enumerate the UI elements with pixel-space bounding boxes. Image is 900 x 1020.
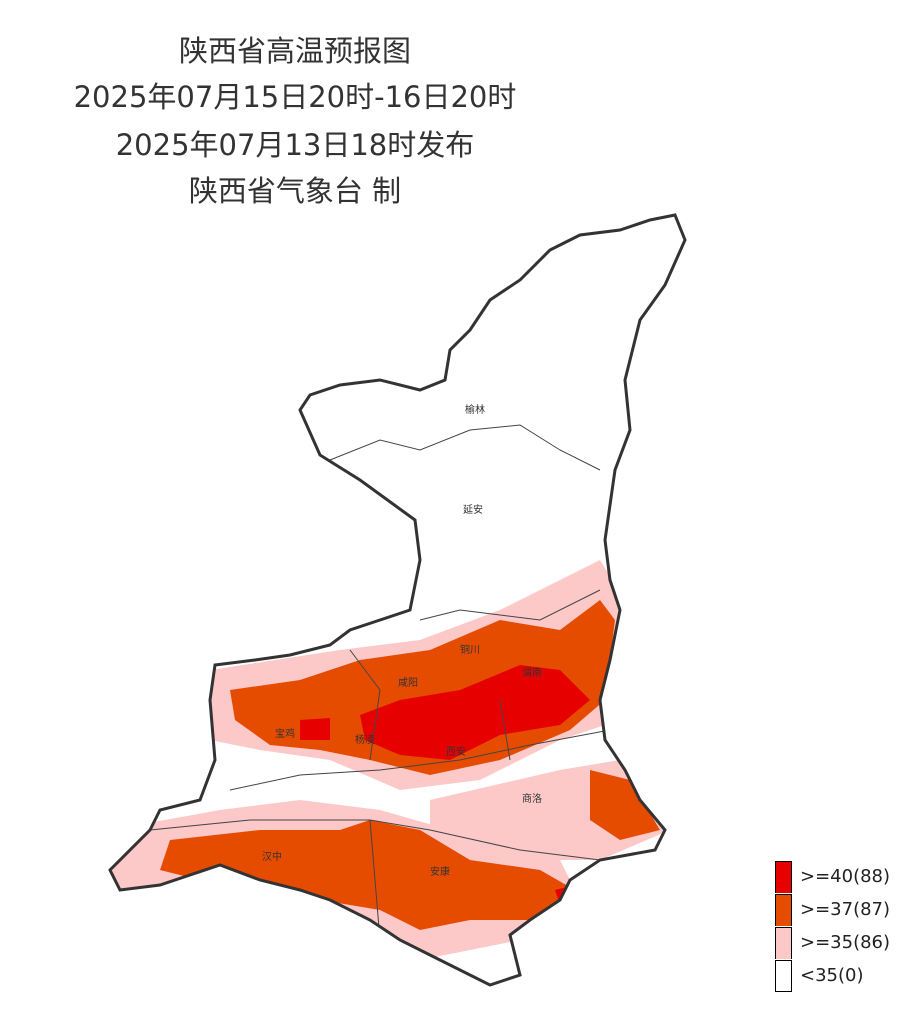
city-label: 杨凌: [355, 733, 375, 746]
legend-label: >=35(86): [800, 932, 891, 953]
city-label: 汉中: [262, 850, 282, 863]
city-label: 咸阳: [398, 677, 418, 689]
legend-label: >=40(88): [800, 866, 891, 887]
forecast-period: 2025年07月15日20时-16日20时: [73, 80, 517, 114]
city-label: 西安: [446, 745, 466, 758]
legend-swatch: [775, 926, 792, 959]
city-label: 渭南: [522, 666, 542, 679]
legend-item: >=37(87): [775, 893, 890, 926]
legend-label: >=37(87): [800, 899, 891, 920]
legend-item: >=35(86): [775, 926, 890, 959]
legend-label: <35(0): [800, 965, 864, 986]
city-label: 安康: [430, 865, 450, 878]
map-title: 陕西省高温预报图: [178, 34, 411, 68]
producer: 陕西省气象台 制: [188, 174, 402, 208]
legend: >=40(88) >=37(87) >=35(86) <35(0): [775, 860, 890, 992]
legend-swatch: [775, 893, 792, 926]
city-label: 延安: [463, 503, 483, 516]
issue-time: 2025年07月13日18时发布: [115, 128, 475, 162]
city-label: 宝鸡: [275, 727, 295, 740]
city-label: 榆林: [465, 403, 485, 416]
city-label: 铜川: [460, 644, 480, 656]
city-boundaries: [149, 424, 611, 941]
legend-swatch: [775, 860, 792, 893]
legend-swatch: [775, 959, 792, 992]
legend-item: <35(0): [775, 959, 890, 992]
legend-item: >=40(88): [775, 860, 890, 893]
city-label: 商洛: [522, 792, 542, 805]
